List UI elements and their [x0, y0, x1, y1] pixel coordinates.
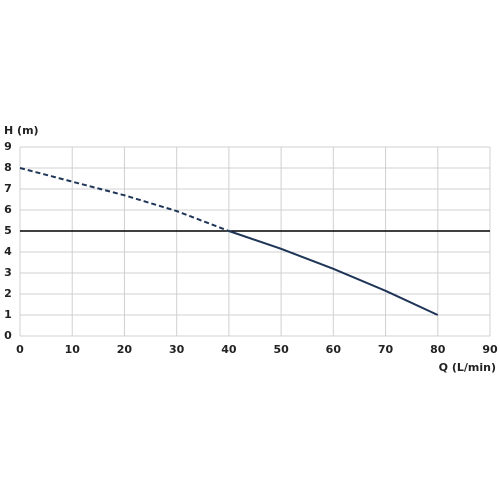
x-tick-label: 30	[169, 343, 185, 356]
x-tick-label: 80	[430, 343, 446, 356]
y-axis-label: H (m)	[4, 124, 39, 137]
x-tick-label: 10	[65, 343, 81, 356]
x-tick-label: 50	[273, 343, 289, 356]
x-tick-label: 0	[16, 343, 24, 356]
x-tick-label: 90	[482, 343, 498, 356]
x-tick-label: 20	[117, 343, 133, 356]
x-tick-label: 70	[378, 343, 394, 356]
y-tick-label: 5	[4, 224, 12, 237]
y-tick-label: 2	[4, 287, 12, 300]
series-line	[19, 167, 230, 232]
y-tick-label: 8	[4, 161, 12, 174]
x-tick-label: 60	[326, 343, 342, 356]
y-tick-label: 4	[4, 245, 12, 258]
y-tick-label: 3	[4, 266, 12, 279]
y-tick-label: 7	[4, 182, 12, 195]
x-tick-label: 40	[221, 343, 237, 356]
y-tick-label: 6	[4, 203, 12, 216]
x-axis-label: Q (L/min)	[439, 361, 496, 374]
series-line	[228, 230, 439, 316]
y-tick-label: 9	[4, 140, 12, 153]
y-tick-label: 0	[4, 329, 12, 342]
y-tick-label: 1	[4, 308, 12, 321]
